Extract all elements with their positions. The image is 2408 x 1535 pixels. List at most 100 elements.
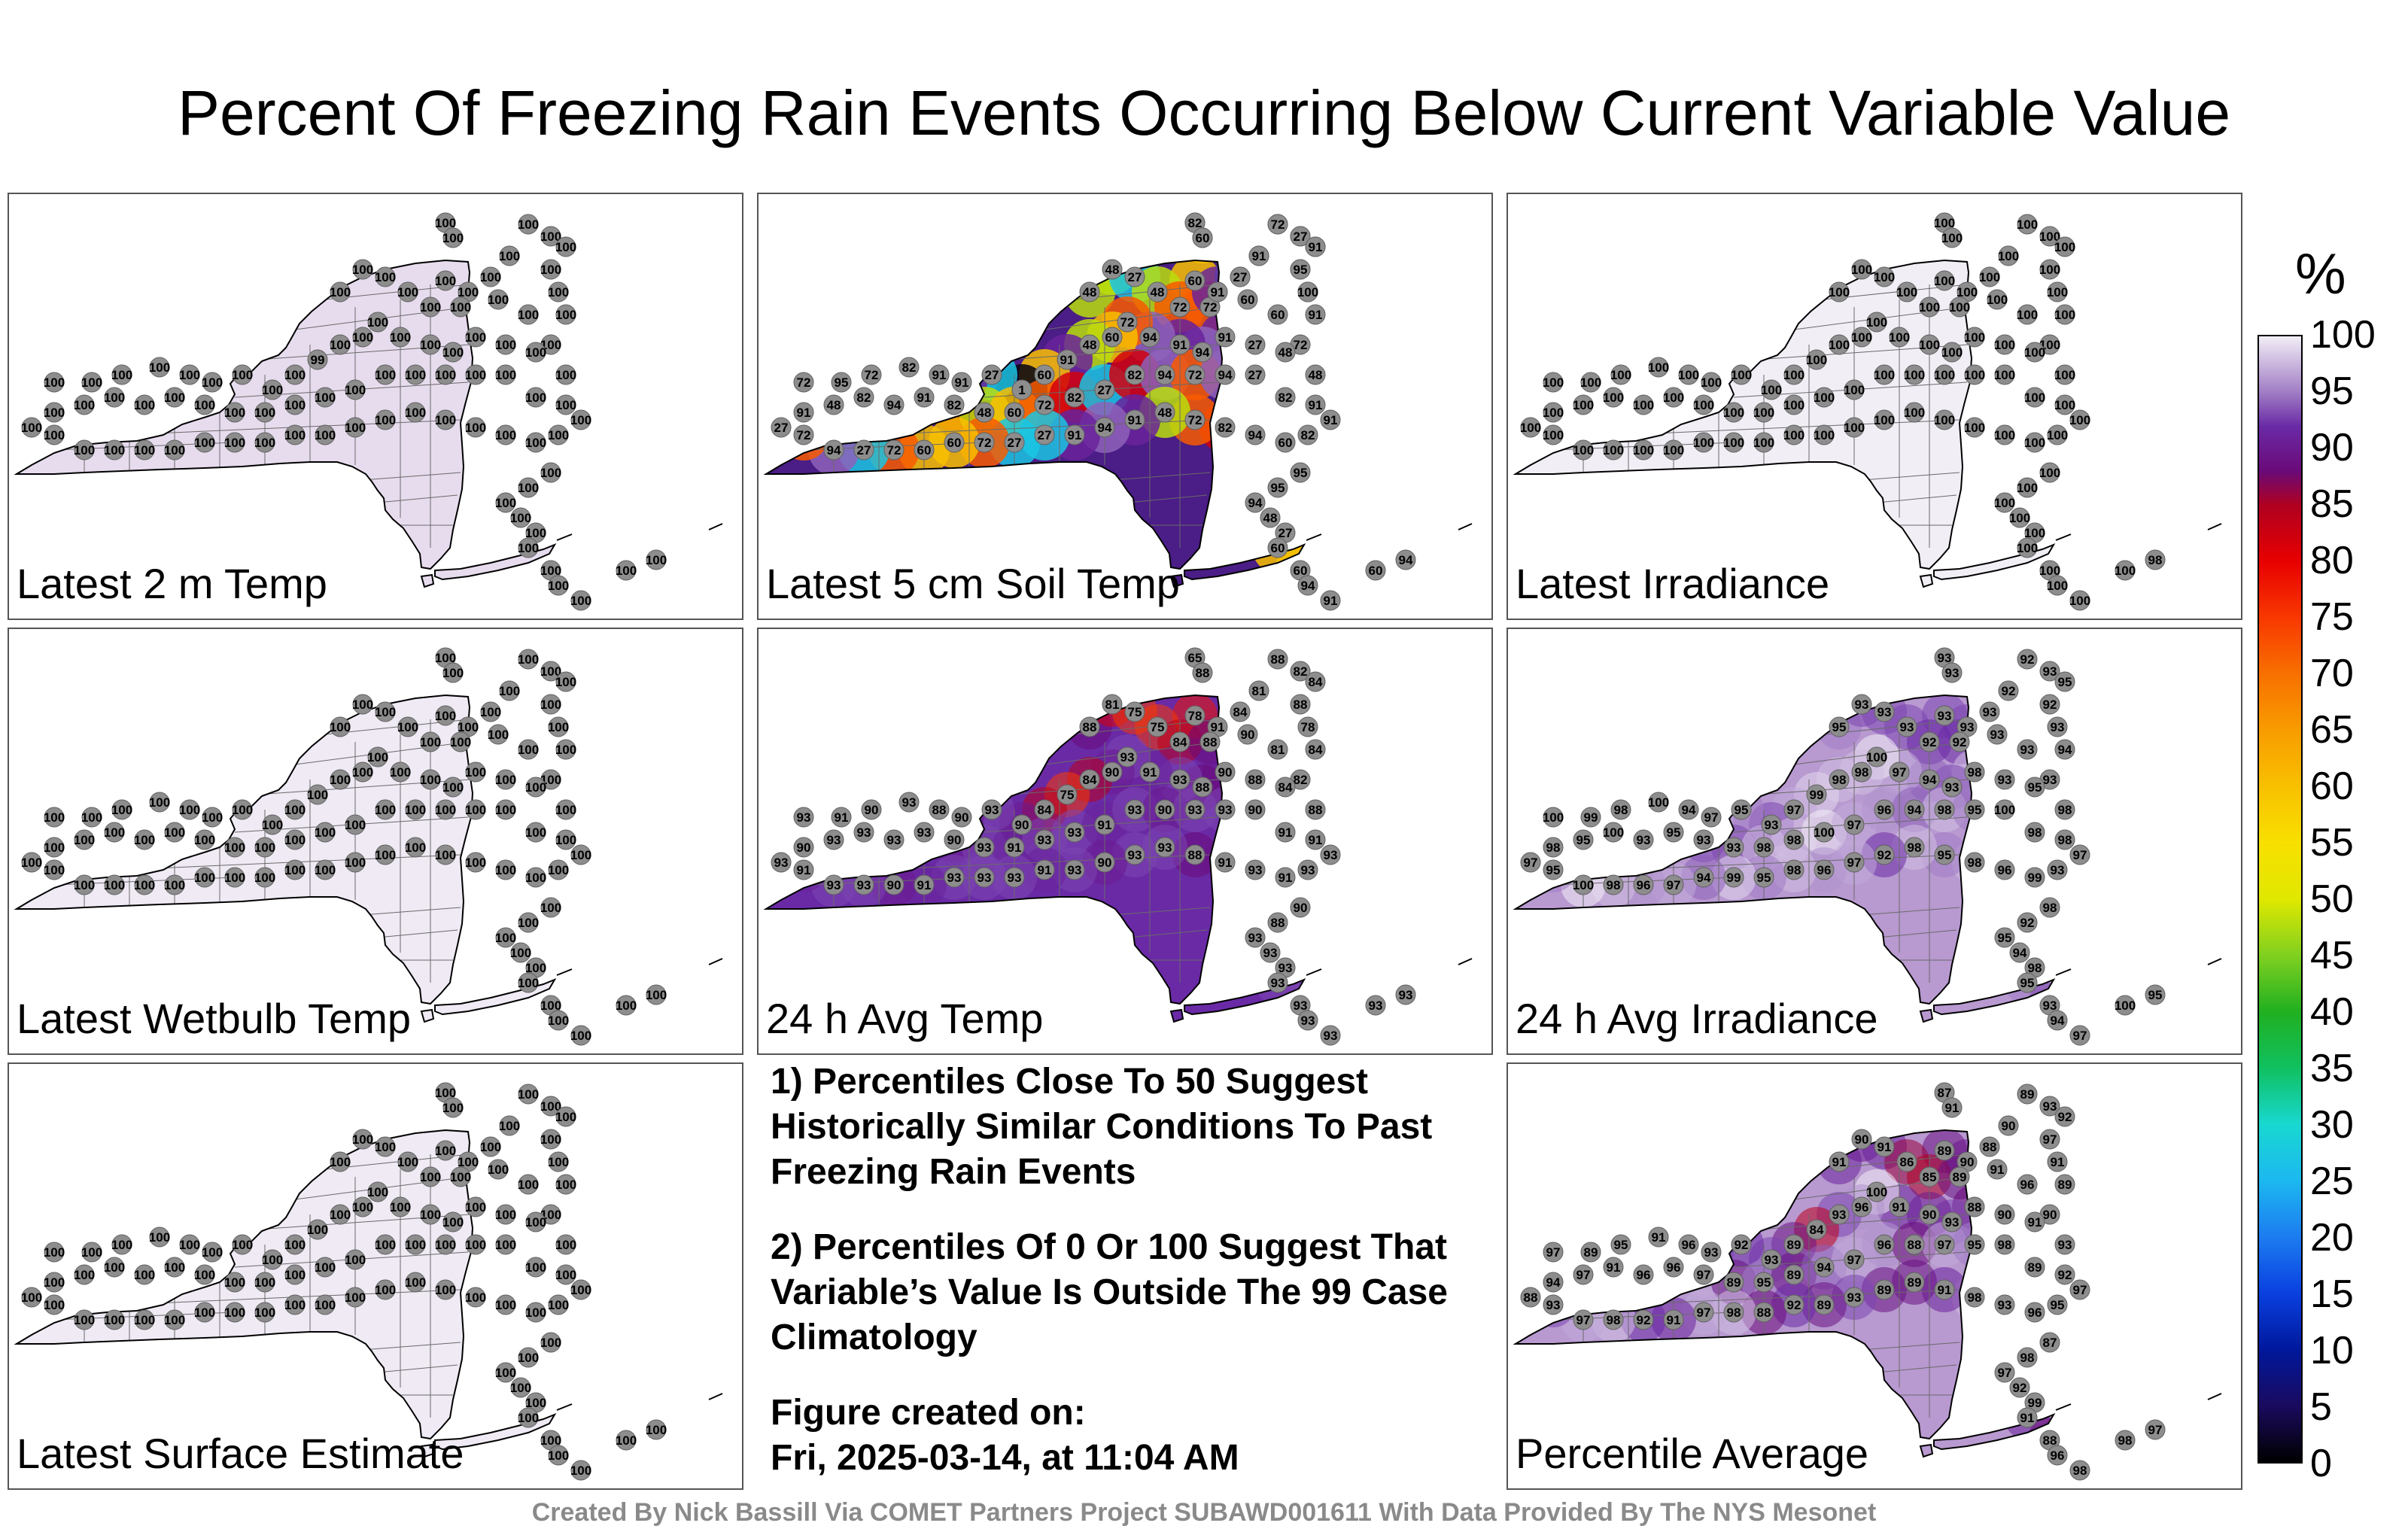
station-value: 100 — [1904, 406, 1925, 420]
station-marker: 94 — [2009, 942, 2030, 963]
station-value: 89 — [1787, 1268, 1801, 1282]
station-value: 82 — [1128, 368, 1142, 382]
station-marker: 100 — [1633, 439, 1654, 460]
station-marker: 91 — [1207, 281, 1228, 302]
station-value: 93 — [1877, 705, 1892, 719]
station-marker: 88 — [1199, 731, 1221, 752]
station-marker: 98 — [1934, 799, 1955, 820]
station-value: 100 — [525, 961, 546, 975]
station-marker: 90 — [1215, 761, 1236, 783]
station-marker: 91 — [1320, 590, 1341, 611]
station-marker: 100 — [518, 1407, 539, 1428]
station-marker: 100 — [44, 807, 65, 828]
map-panel-percentile-average: 87 89 93 91 90 92 91 97 88 90 89 91 90 91 86 85 89 91 96 89… — [1507, 1062, 2242, 1490]
station-value: 100 — [149, 360, 170, 375]
station-marker: 100 — [164, 387, 185, 408]
station-marker: 100 — [1941, 342, 1963, 363]
station-marker: 100 — [442, 1097, 464, 1118]
station-marker: 48 — [1079, 281, 1100, 302]
station-value: 100 — [284, 1238, 306, 1252]
station-value: 82 — [1278, 391, 1293, 405]
station-marker: 93 — [1034, 829, 1055, 850]
station-value: 100 — [525, 345, 546, 360]
station-marker: 89 — [1580, 1242, 1601, 1263]
station-marker: 100 — [254, 1302, 275, 1323]
station-value: 100 — [2047, 285, 2068, 299]
station-value: 100 — [74, 443, 95, 457]
station-marker: 100 — [435, 844, 456, 865]
station-marker: 100 — [465, 417, 486, 438]
station-marker: 100 — [1761, 379, 1782, 400]
station-value: 100 — [525, 1215, 546, 1230]
state-outline — [763, 259, 1224, 570]
station-marker: 72 — [1199, 296, 1221, 318]
station-marker: 100 — [1994, 364, 2015, 385]
station-value: 48 — [1105, 263, 1120, 277]
station-marker: 100 — [510, 942, 531, 963]
station-marker: 100 — [442, 662, 464, 683]
station-value: 100 — [352, 330, 373, 345]
station-marker: 100 — [1580, 372, 1601, 393]
station-marker: 100 — [1663, 387, 1684, 408]
station-marker: 100 — [1693, 432, 1714, 453]
station-value: 97 — [1938, 1238, 1952, 1252]
station-marker: 100 — [345, 1249, 366, 1270]
station-marker: 100 — [495, 364, 516, 385]
station-marker: 100 — [44, 1294, 65, 1315]
station-marker: 60 — [914, 439, 935, 460]
station-value: 100 — [1663, 443, 1684, 457]
station-marker: 100 — [518, 912, 539, 933]
station-marker: 95 — [1994, 927, 2015, 948]
station-marker: 48 — [1260, 507, 1281, 528]
station-value: 98 — [1727, 1306, 1741, 1320]
station-marker: 100 — [315, 822, 336, 843]
station-value: 100 — [330, 1208, 351, 1222]
station-value: 91 — [2028, 1215, 2042, 1230]
station-marker: 100 — [525, 387, 546, 408]
station-marker: 100 — [134, 829, 155, 850]
station-marker: 100 — [495, 334, 516, 355]
station-marker: 48 — [1154, 402, 1175, 423]
station-value: 100 — [420, 735, 441, 749]
station-marker: 97 — [2145, 1419, 2166, 1440]
station-value: 94 — [1301, 579, 1315, 593]
station-marker: 98 — [1829, 769, 1850, 790]
station-value: 48 — [977, 406, 992, 420]
station-marker: 100 — [352, 259, 373, 280]
station-value: 93 — [827, 833, 841, 847]
station-marker: 97 — [1701, 807, 1722, 828]
station-marker: 100 — [540, 694, 561, 715]
state-outline — [14, 1129, 474, 1440]
station-marker: 90 — [861, 799, 882, 820]
station-value: 93 — [857, 825, 871, 840]
station-value: 90 — [1105, 765, 1120, 780]
station-value: 92 — [1953, 735, 1967, 749]
station-value: 100 — [367, 315, 388, 330]
state-outline — [14, 259, 474, 570]
station-value: 100 — [540, 263, 561, 277]
station-marker: 100 — [548, 859, 569, 880]
colorbar-tick-label: 35 — [2310, 1047, 2354, 1090]
station-marker: 100 — [1956, 281, 1978, 302]
station-value: 100 — [375, 1140, 396, 1154]
station-value: 100 — [44, 406, 65, 420]
station-marker: 27 — [1004, 432, 1025, 453]
station-value: 100 — [315, 1260, 336, 1275]
station-marker: 100 — [284, 364, 306, 385]
station-value: 95 — [2020, 976, 2035, 990]
station-value: 97 — [1998, 1366, 2012, 1380]
station-value: 100 — [254, 1306, 275, 1320]
station-marker: 93 — [793, 807, 814, 828]
station-markers: 100 1001001001001001001001001001001001001… — [1520, 212, 2166, 611]
station-value: 60 — [1241, 293, 1255, 307]
station-value: 100 — [345, 1253, 366, 1267]
station-marker: 93 — [2039, 661, 2060, 682]
station-value: 88 — [1309, 803, 1323, 817]
station-marker: 100 — [435, 1082, 456, 1103]
station-value: 100 — [2024, 436, 2045, 450]
station-marker: 72 — [793, 372, 814, 393]
station-value: 96 — [2020, 1178, 2035, 1192]
station-value: 100 — [1731, 368, 1752, 382]
station-value: 100 — [224, 406, 245, 420]
station-marker: 100 — [540, 661, 561, 682]
